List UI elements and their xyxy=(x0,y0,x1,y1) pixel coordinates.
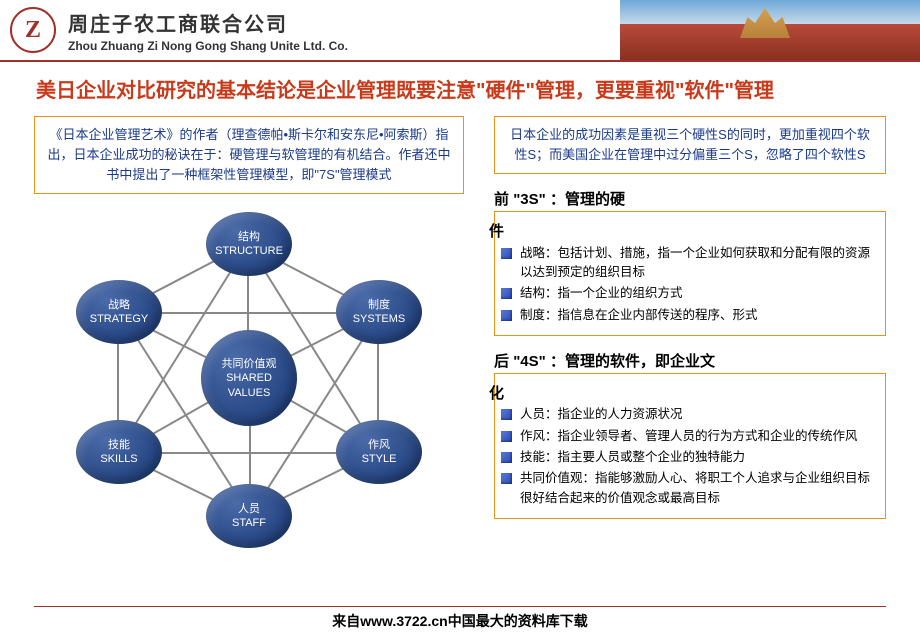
h4s-hang: 化 xyxy=(489,385,504,402)
bullet-text: 共同价值观：指能够激励人心、将职工个人追求与企业组织目标很好结合起来的价值观念或… xyxy=(520,469,877,508)
node-style: 作风STYLE xyxy=(336,420,422,484)
section-4s-heading: 后 "4S" ：管理的软件，即企业文 xyxy=(494,350,886,371)
bullet-text: 人员：指企业的人力资源状况 xyxy=(520,405,877,424)
content: 《日本企业管理艺术》的作者（理查德帕•斯卡尔和安东尼•阿索斯）指出，日本企业成功… xyxy=(0,116,920,542)
bullet-row: 共同价值观：指能够激励人心、将职工个人追求与企业组织目标很好结合起来的价值观念或… xyxy=(501,469,877,508)
node-strategy: 战略STRATEGY xyxy=(76,280,162,344)
right-column: 日本企业的成功因素是重视三个硬性S的同时，更加重视四个软性S；而美国企业在管理中… xyxy=(494,116,886,542)
bullet-icon xyxy=(501,409,512,420)
header-image xyxy=(620,0,920,60)
company-name-cn: 周庄子农工商联合公司 xyxy=(68,8,348,37)
h4s-suffix: ：管理的软件，即企业文 xyxy=(550,353,715,370)
node-shared-values: 共同价值观SHAREDVALUES xyxy=(201,330,297,426)
bullet-icon xyxy=(501,248,512,259)
h3s-quote: "3S" xyxy=(513,191,546,208)
bullet-text: 结构：指一个企业的组织方式 xyxy=(520,284,877,303)
bullet-text: 技能：指主要人员或整个企业的独特能力 xyxy=(520,448,877,467)
section-3s-heading: 前 "3S" ：管理的硬 xyxy=(494,188,886,209)
section-4s-body: 化 人员：指企业的人力资源状况作风：指企业领导者、管理人员的行为方式和企业的传统… xyxy=(494,373,886,519)
bullet-icon xyxy=(501,431,512,442)
h3s-hang: 件 xyxy=(489,223,504,240)
node-systems: 制度SYSTEMS xyxy=(336,280,422,344)
bullet-row: 制度：指信息在企业内部传送的程序、形式 xyxy=(501,306,877,325)
section-3s-body: 件 战略：包括计划、措施，指一个企业如何获取和分配有限的资源以达到预定的组织目标… xyxy=(494,211,886,336)
bullet-row: 作风：指企业领导者、管理人员的行为方式和企业的传统作风 xyxy=(501,427,877,446)
footer-text: 来自www.3722.cn中国最大的资料库下载 xyxy=(0,611,920,631)
h3s-suffix: ：管理的硬 xyxy=(550,191,625,208)
logo-text: Z xyxy=(25,17,41,44)
h4s-prefix: 后 xyxy=(494,353,509,370)
page-title: 美日企业对比研究的基本结论是企业管理既要注意"硬件"管理，更要重视"软件"管理 xyxy=(0,62,920,116)
intro-box-left: 《日本企业管理艺术》的作者（理查德帕•斯卡尔和安东尼•阿索斯）指出，日本企业成功… xyxy=(34,116,464,194)
header: Z 周庄子农工商联合公司 Zhou Zhuang Zi Nong Gong Sh… xyxy=(0,0,920,62)
bullet-icon xyxy=(501,288,512,299)
bullet-row: 技能：指主要人员或整个企业的独特能力 xyxy=(501,448,877,467)
intro-box-right: 日本企业的成功因素是重视三个硬性S的同时，更加重视四个软性S；而美国企业在管理中… xyxy=(494,116,886,174)
bullet-text: 作风：指企业领导者、管理人员的行为方式和企业的传统作风 xyxy=(520,427,877,446)
bullet-row: 人员：指企业的人力资源状况 xyxy=(501,405,877,424)
company-name-en: Zhou Zhuang Zi Nong Gong Shang Unite Ltd… xyxy=(68,39,348,53)
left-column: 《日本企业管理艺术》的作者（理查德帕•斯卡尔和安东尼•阿索斯）指出，日本企业成功… xyxy=(34,116,464,542)
seven-s-diagram: 共同价值观SHAREDVALUES 结构STRUCTURE 战略STRATEGY 制度… xyxy=(34,202,464,542)
h3s-prefix: 前 xyxy=(494,191,509,208)
node-skills: 技能SKILLS xyxy=(76,420,162,484)
company-logo: Z xyxy=(10,7,56,53)
footer-rule xyxy=(34,606,886,608)
node-staff: 人员STAFF xyxy=(206,484,292,548)
company-name-block: 周庄子农工商联合公司 Zhou Zhuang Zi Nong Gong Shan… xyxy=(68,8,348,53)
bullet-row: 战略：包括计划、措施，指一个企业如何获取和分配有限的资源以达到预定的组织目标 xyxy=(501,244,877,283)
bullet-text: 战略：包括计划、措施，指一个企业如何获取和分配有限的资源以达到预定的组织目标 xyxy=(520,244,877,283)
bullet-row: 结构：指一个企业的组织方式 xyxy=(501,284,877,303)
bullet-icon xyxy=(501,310,512,321)
h4s-quote: "4S" xyxy=(513,353,546,370)
bullet-icon xyxy=(501,452,512,463)
bullet-icon xyxy=(501,473,512,484)
node-structure: 结构STRUCTURE xyxy=(206,212,292,276)
bullet-text: 制度：指信息在企业内部传送的程序、形式 xyxy=(520,306,877,325)
